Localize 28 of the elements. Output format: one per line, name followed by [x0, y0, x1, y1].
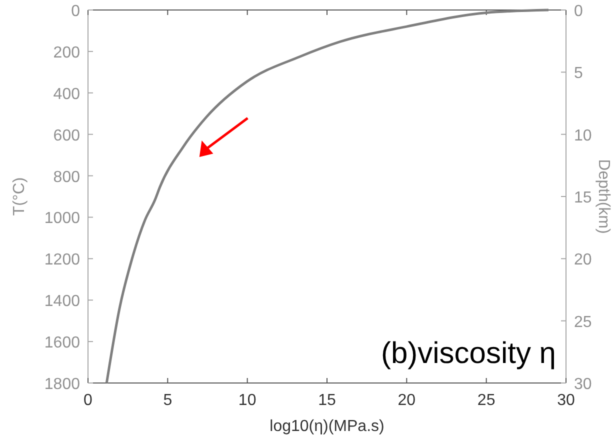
x-axis-title: log10(η)(MPa.s) [270, 418, 384, 435]
x-tick-label: 10 [238, 392, 256, 409]
y-tick-label: 800 [53, 168, 80, 186]
y-tick-label: 200 [53, 44, 80, 62]
y-axis-title: T(°C) [11, 177, 28, 216]
y-tick-label: 0 [71, 3, 80, 20]
y2-tick-label: 5 [574, 65, 583, 82]
y2-tick-label: 20 [574, 252, 592, 269]
y-tick-label: 1000 [44, 210, 80, 228]
y-tick-label: 1800 [44, 376, 80, 393]
y2-tick-label: 25 [574, 314, 592, 331]
y2-axis-title: Depth(km) [595, 159, 612, 234]
y-tick-label: 1400 [44, 293, 80, 310]
y-tick-label: 1600 [44, 334, 80, 352]
y2-tick-label: 15 [574, 190, 592, 206]
x-tick-label: 25 [477, 392, 496, 409]
x-tick-label: 30 [557, 392, 575, 409]
x-tick-label: 15 [318, 392, 336, 409]
x-tick-label: 20 [398, 392, 416, 409]
y-tick-label: 1200 [44, 252, 80, 269]
annotation: (b)viscosity η [380, 337, 556, 370]
y2-tick-label: 0 [574, 3, 583, 20]
x-tick-label: 0 [84, 392, 93, 409]
y2-tick-label: 30 [574, 376, 592, 393]
y2-tick-label: 10 [574, 127, 592, 144]
y-tick-label: 400 [53, 86, 80, 103]
y-tick-label: 600 [53, 127, 80, 144]
x-tick-label: 5 [163, 392, 172, 409]
